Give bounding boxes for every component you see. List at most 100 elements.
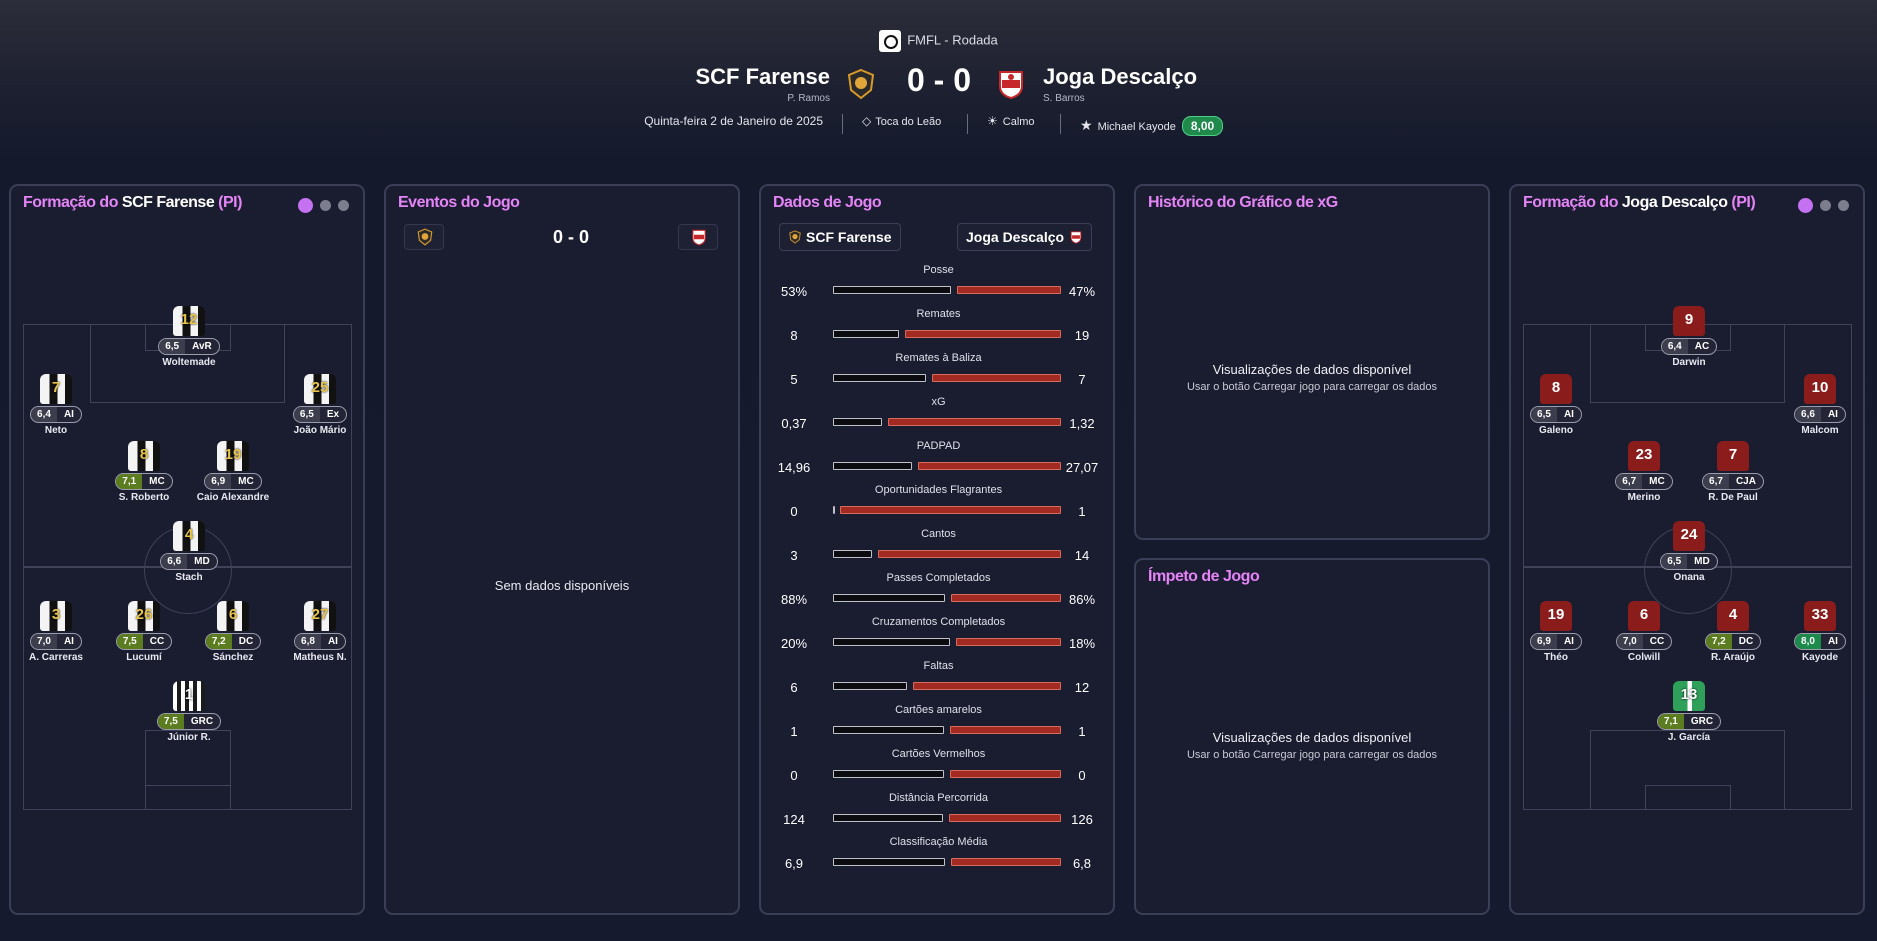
stadium[interactable]: ◇ Toca do Leão xyxy=(862,114,941,128)
data-hint: Visualizações de dados disponível Usar o… xyxy=(1136,730,1488,761)
stat-row: Faltas 6 12 xyxy=(771,660,1106,704)
match-score: 0 - 0 xyxy=(906,62,972,98)
player-marker[interactable]: 7 6,7 CJA R. De Paul xyxy=(1683,441,1783,503)
player-marker[interactable]: 4 7,2 DC R. Araújo xyxy=(1683,601,1783,663)
view-dot-2[interactable] xyxy=(1820,200,1831,211)
player-marker[interactable]: 24 6,5 MD Onana xyxy=(1639,521,1739,583)
panel-title: Eventos do Jogo xyxy=(398,194,520,211)
player-name: Lucumí xyxy=(126,652,162,663)
player-name: Onana xyxy=(1673,572,1705,583)
player-marker[interactable]: 10 6,6 AI Malcom xyxy=(1770,374,1870,436)
player-marker[interactable]: 25 6,5 Ex João Mário xyxy=(270,374,370,436)
away-stat-value: 1 xyxy=(1078,724,1086,739)
player-position: MD xyxy=(194,556,210,567)
player-marker[interactable]: 19 6,9 MC Caio Alexandre xyxy=(183,441,283,503)
player-marker[interactable]: 9 6,4 AC Darwin xyxy=(1639,306,1739,368)
away-stat-bar xyxy=(950,726,1061,734)
momentum-panel: Ímpeto de Jogo Visualizações de dados di… xyxy=(1134,558,1490,915)
player-marker[interactable]: 8 6,5 AI Galeno xyxy=(1506,374,1606,436)
competition-logo-icon xyxy=(879,30,902,52)
rating-pill: 6,5 MD xyxy=(1660,553,1718,570)
player-rating: 6,9 xyxy=(205,474,232,489)
view-dot-1[interactable] xyxy=(1798,198,1813,213)
view-dot-3[interactable] xyxy=(338,200,349,211)
away-stat-bar xyxy=(840,506,1061,514)
player-marker[interactable]: 8 7,1 MC S. Roberto xyxy=(94,441,194,503)
player-rating: 6,7 xyxy=(1703,474,1729,489)
shirt-icon: 8 xyxy=(1540,374,1572,404)
player-name: Théo xyxy=(1544,652,1568,663)
panel-title: Dados de Jogo xyxy=(773,194,882,211)
away-team-button[interactable]: Joga Descalço xyxy=(957,223,1093,251)
player-marker[interactable]: 12 6,5 AvR Woltemade xyxy=(139,306,239,368)
view-dot-3[interactable] xyxy=(1838,200,1849,211)
player-marker[interactable]: 23 6,7 MC Merino xyxy=(1594,441,1694,503)
player-rating: 7,0 xyxy=(1616,634,1643,649)
player-marker[interactable]: 1 7,5 GRC Júnior R. xyxy=(139,681,239,743)
away-stat-bar xyxy=(878,550,1061,558)
rating-pill: 6,6 AI xyxy=(1794,406,1846,423)
stat-label: Cartões Vermelhos xyxy=(891,748,986,760)
home-crest-icon xyxy=(789,230,801,244)
home-stat-bar xyxy=(833,638,950,646)
shirt-icon: 25 xyxy=(304,374,336,404)
player-name: Stach xyxy=(175,572,203,583)
competition[interactable]: FMFL - Rodada xyxy=(0,30,1877,52)
away-stat-bar xyxy=(957,286,1061,294)
away-crest-button[interactable] xyxy=(678,224,718,250)
player-marker[interactable]: 26 7,5 CC Lucumí xyxy=(94,601,194,663)
panel-title: Ímpeto de Jogo xyxy=(1148,568,1260,585)
stat-row: Posse 53% 47% xyxy=(771,264,1106,308)
away-stat-value: 126 xyxy=(1071,812,1093,827)
home-manager[interactable]: P. Ramos xyxy=(787,93,830,104)
shirt-number: 19 xyxy=(1547,606,1565,623)
player-marker[interactable]: 6 7,0 CC Colwill xyxy=(1594,601,1694,663)
shirt-number: 33 xyxy=(1811,606,1829,623)
view-dot-2[interactable] xyxy=(320,200,331,211)
player-name: Darwin xyxy=(1672,357,1706,368)
stat-row: Remates à Baliza 5 7 xyxy=(771,352,1106,396)
player-position: CC xyxy=(1649,636,1665,647)
home-crest-icon xyxy=(417,228,433,246)
home-team-button[interactable]: SCF Farense xyxy=(779,223,901,251)
stat-row: Passes Completados 88% 86% xyxy=(771,572,1106,616)
player-marker[interactable]: 4 6,6 MD Stach xyxy=(139,521,239,583)
player-marker[interactable]: 27 6,8 AI Matheus N. xyxy=(270,601,370,663)
player-position: AI xyxy=(1827,409,1838,420)
away-manager[interactable]: S. Barros xyxy=(1043,93,1085,104)
stat-row: Cartões Vermelhos 0 0 xyxy=(771,748,1106,792)
away-stat-bar xyxy=(888,418,1061,426)
rating-pill: 6,5 Ex xyxy=(292,406,348,423)
away-stat-value: 12 xyxy=(1074,680,1090,695)
rating-pill: 6,9 AI xyxy=(1530,633,1582,650)
player-marker[interactable]: 13 7,1 GRC J. García xyxy=(1639,681,1739,743)
competition-name: FMFL - Rodada xyxy=(907,32,998,48)
home-stat-value: 0,37 xyxy=(781,416,807,431)
stat-label: Classificação Média xyxy=(889,836,988,848)
view-dot-1[interactable] xyxy=(298,198,313,213)
home-stat-bar xyxy=(833,682,907,690)
away-stat-value: 86% xyxy=(1068,592,1096,607)
away-team-name[interactable]: Joga Descalço xyxy=(1043,64,1198,89)
stat-label: Cruzamentos Completados xyxy=(871,616,1006,628)
home-stat-bar xyxy=(833,418,882,426)
player-marker[interactable]: 6 7,2 DC Sánchez xyxy=(183,601,283,663)
hint-subtitle: Usar o botão Carregar jogo para carregar… xyxy=(1186,381,1438,393)
home-team-name[interactable]: SCF Farense xyxy=(695,64,831,89)
player-of-match[interactable]: ★ Michael Kayode 8,00 xyxy=(1080,116,1224,136)
player-rating: 7,2 xyxy=(205,634,232,649)
shirt-icon: 27 xyxy=(304,601,336,631)
player-name: Woltemade xyxy=(162,357,216,368)
player-name: A. Carreras xyxy=(29,652,83,663)
stadium-name: Toca do Leão xyxy=(875,116,942,128)
no-data-message: Sem dados disponíveis xyxy=(494,578,630,593)
player-marker[interactable]: 19 6,9 AI Théo xyxy=(1506,601,1606,663)
player-marker[interactable]: 3 7,0 AI A. Carreras xyxy=(6,601,106,663)
away-stat-value: 19 xyxy=(1074,328,1090,343)
away-stat-bar xyxy=(918,462,1061,470)
player-marker[interactable]: 7 6,4 AI Neto xyxy=(6,374,106,436)
home-crest-button[interactable] xyxy=(404,224,444,250)
player-marker[interactable]: 33 8,0 AI Kayode xyxy=(1770,601,1870,663)
player-position: AC xyxy=(1694,341,1710,352)
home-stat-value: 20% xyxy=(780,636,808,651)
